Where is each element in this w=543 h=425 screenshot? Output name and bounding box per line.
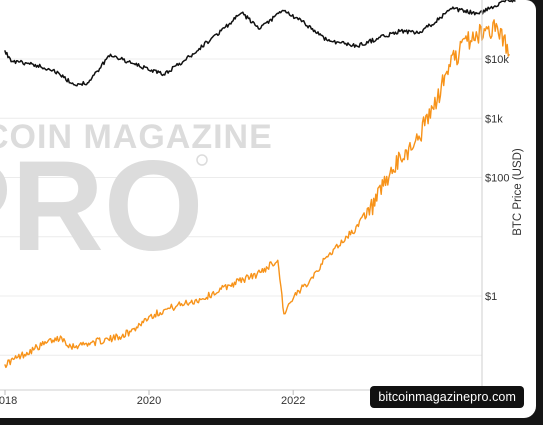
- y-axis-ticks: $10k $1k $100 $1: [485, 54, 509, 303]
- x-axis-ticks: 2018 2020 2022: [0, 390, 305, 407]
- watermark: COIN MAGAZINE PRO: [0, 118, 273, 278]
- chart-card: COIN MAGAZINE PRO 201820202022 $10k$1k$1…: [0, 0, 536, 418]
- watermark-line2: PRO: [0, 135, 203, 278]
- watermark-line1: COIN MAGAZINE: [0, 118, 273, 156]
- y-tick-label: $10k: [485, 54, 509, 66]
- btc-price-chart: COIN MAGAZINE PRO 201820202022 $10k$1k$1…: [0, 0, 524, 407]
- source-badge[interactable]: bitcoinmagazinepro.com: [370, 386, 524, 408]
- x-tick-label: 2018: [0, 395, 17, 407]
- y-tick-label: $1: [485, 291, 497, 303]
- black-price-line: [4, 0, 516, 87]
- x-tick-label: 2020: [137, 395, 161, 407]
- plot-area: [4, 0, 516, 369]
- orange-series-line: [4, 19, 510, 369]
- y-tick-label: $1k: [485, 113, 503, 125]
- y-axis-label: BTC Price (USD): [512, 148, 524, 236]
- y-tick-label: $100: [485, 173, 509, 185]
- watermark-registered-icon: [196, 154, 208, 166]
- x-tick-label: 2022: [281, 395, 305, 407]
- gridlines: [0, 58, 482, 356]
